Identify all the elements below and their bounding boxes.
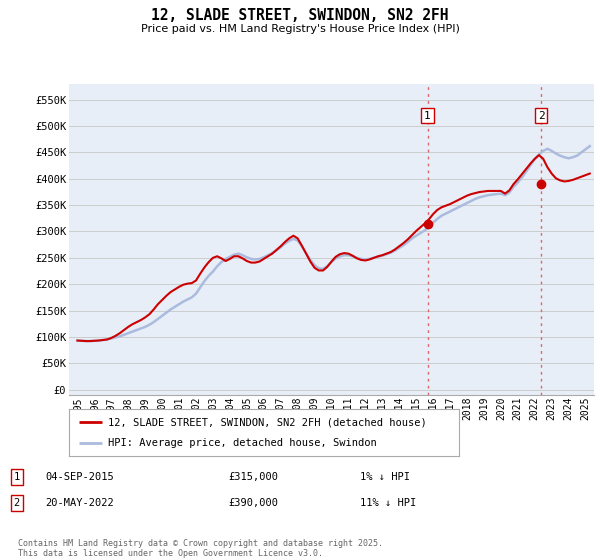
Text: HPI: Average price, detached house, Swindon: HPI: Average price, detached house, Swin…: [108, 438, 377, 448]
Text: 11% ↓ HPI: 11% ↓ HPI: [360, 498, 416, 508]
Text: 04-SEP-2015: 04-SEP-2015: [45, 472, 114, 482]
Text: £390,000: £390,000: [228, 498, 278, 508]
Text: 1% ↓ HPI: 1% ↓ HPI: [360, 472, 410, 482]
Text: 2: 2: [14, 498, 20, 508]
Text: 1: 1: [14, 472, 20, 482]
Text: 12, SLADE STREET, SWINDON, SN2 2FH: 12, SLADE STREET, SWINDON, SN2 2FH: [151, 8, 449, 24]
Text: 1: 1: [424, 111, 431, 120]
Text: £315,000: £315,000: [228, 472, 278, 482]
Text: Contains HM Land Registry data © Crown copyright and database right 2025.
This d: Contains HM Land Registry data © Crown c…: [18, 539, 383, 558]
Text: Price paid vs. HM Land Registry's House Price Index (HPI): Price paid vs. HM Land Registry's House …: [140, 24, 460, 34]
Text: 2: 2: [538, 111, 545, 120]
Text: 20-MAY-2022: 20-MAY-2022: [45, 498, 114, 508]
Text: 12, SLADE STREET, SWINDON, SN2 2FH (detached house): 12, SLADE STREET, SWINDON, SN2 2FH (deta…: [108, 417, 427, 427]
